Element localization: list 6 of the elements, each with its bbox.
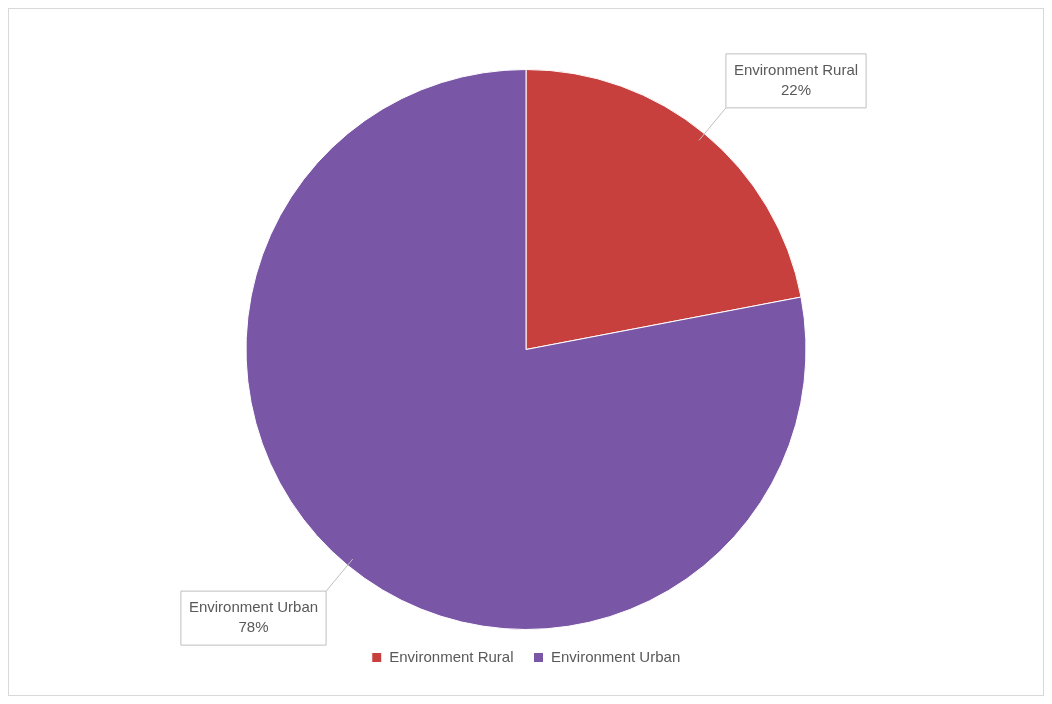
slice-label: Environment Urban [188, 598, 319, 616]
data-label: 22% [780, 81, 812, 99]
legend-label: Environment Urban [551, 647, 681, 665]
slice-label: Environment Rural [733, 61, 859, 79]
data-label: 78% [238, 618, 269, 636]
legend-label: Environment Rural [389, 647, 514, 665]
